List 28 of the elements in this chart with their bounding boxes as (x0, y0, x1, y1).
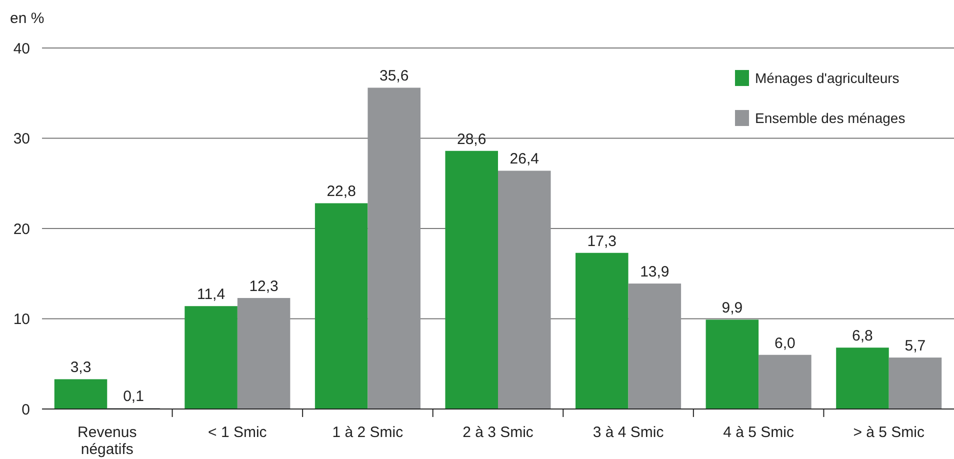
y-tick-label: 0 (22, 401, 30, 418)
x-tick-label: 1 à 2 Smic (332, 424, 404, 441)
data-label: 6,8 (852, 328, 873, 345)
y-axis-title: en % (10, 10, 44, 27)
legend-label: Ménages d'agriculteurs (755, 70, 900, 86)
data-label: 13,9 (640, 264, 670, 281)
data-label: 0,1 (123, 388, 144, 406)
y-tick-label: 10 (13, 311, 30, 328)
x-tick-label: > à 5 Smic (853, 424, 925, 441)
data-label: 5,7 (904, 338, 926, 355)
data-label: 26,4 (510, 150, 539, 168)
data-label: 17,3 (587, 232, 617, 250)
x-tick-label: 4 à 5 Smic (723, 424, 794, 441)
data-label: 9,9 (722, 300, 743, 317)
data-label: 6,0 (774, 334, 796, 352)
x-tick-label: < 1 Smic (208, 424, 268, 441)
x-tick-label: Revenus négatifs (78, 424, 137, 458)
data-label: 12,3 (249, 278, 278, 295)
y-tick-label: 20 (13, 220, 30, 238)
legend-label: Ensemble des ménages (755, 110, 906, 126)
data-label: 3,3 (70, 359, 92, 376)
x-tick-label: 3 à 4 Smic (592, 424, 664, 441)
x-tick-label: 2 à 3 Smic (462, 424, 534, 441)
data-label: 11,4 (197, 286, 226, 304)
data-label: 22,8 (326, 183, 356, 200)
y-tick-label: 30 (13, 130, 30, 148)
data-label: 35,6 (379, 68, 409, 85)
y-tick-label: 40 (13, 40, 30, 58)
